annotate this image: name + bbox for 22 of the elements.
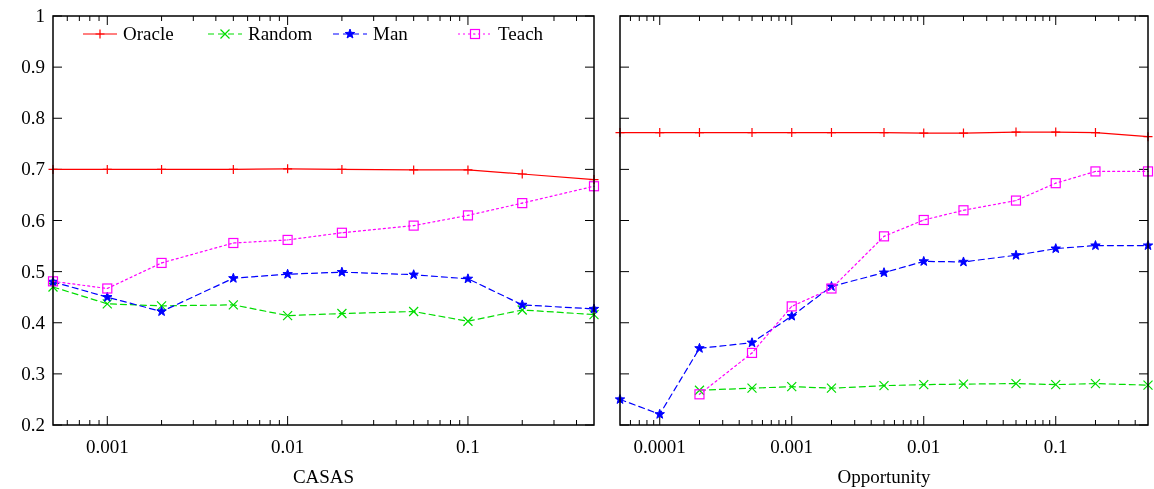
x-tick-label: 0.01 [907, 436, 941, 457]
y-tick-label: 0.7 [21, 158, 45, 180]
x-tick-label: 0.001 [770, 436, 814, 457]
x-tick-label: 0.001 [85, 436, 129, 457]
y-tick-label: 0.6 [21, 209, 45, 231]
y-tick-label: 0.3 [21, 362, 45, 384]
x-tick-label: 0.1 [1043, 436, 1068, 457]
x-tick-label: 0.01 [270, 436, 305, 457]
x-axis-title: CASAS [292, 466, 355, 487]
y-tick-label: 0.4 [21, 311, 46, 333]
y-tick-label: 0.5 [21, 260, 45, 282]
legend-label: Oracle [123, 23, 174, 44]
legend-label: Teach [498, 23, 544, 44]
x-tick-label: 0.1 [456, 436, 480, 457]
y-tick-label: 0.8 [21, 107, 45, 129]
legend-label: Random [248, 23, 313, 44]
y-tick-label: 1 [35, 5, 45, 26]
x-axis-title: Opportunity [837, 466, 931, 487]
y-tick-label: 0.9 [21, 56, 45, 78]
legend-label: Man [373, 23, 409, 44]
x-tick-label: 0.0001 [633, 436, 686, 457]
y-tick-label: 0.2 [21, 414, 45, 435]
